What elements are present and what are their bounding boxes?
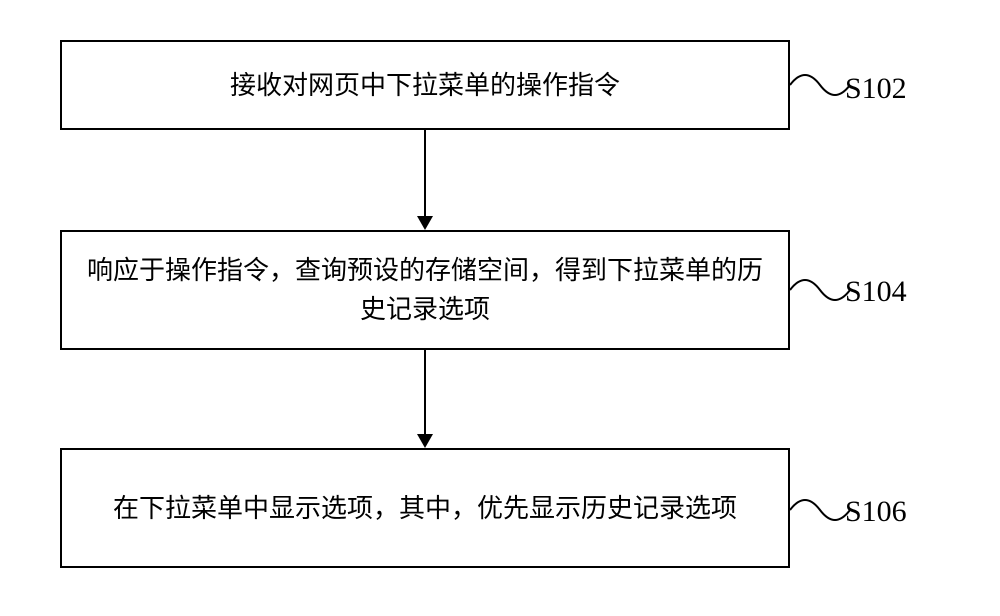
- step1-label: S102: [845, 72, 907, 106]
- flowchart-step-1: 接收对网页中下拉菜单的操作指令: [60, 40, 790, 130]
- wave-connector-2: [790, 270, 850, 310]
- wave-connector-1: [790, 65, 850, 105]
- step2-label: S104: [845, 275, 907, 309]
- step1-text: 接收对网页中下拉菜单的操作指令: [230, 66, 620, 105]
- arrow-1-line: [424, 130, 426, 216]
- arrow-2-head: [417, 434, 433, 448]
- step2-text: 响应于操作指令，查询预设的存储空间，得到下拉菜单的历史记录选项: [82, 251, 768, 329]
- wave-connector-3: [790, 490, 850, 530]
- step3-text: 在下拉菜单中显示选项，其中，优先显示历史记录选项: [113, 489, 737, 528]
- arrow-1-head: [417, 216, 433, 230]
- step3-label: S106: [845, 495, 907, 529]
- flowchart-container: 接收对网页中下拉菜单的操作指令 S102 响应于操作指令，查询预设的存储空间，得…: [40, 30, 960, 590]
- arrow-2-line: [424, 350, 426, 434]
- flowchart-step-3: 在下拉菜单中显示选项，其中，优先显示历史记录选项: [60, 448, 790, 568]
- flowchart-step-2: 响应于操作指令，查询预设的存储空间，得到下拉菜单的历史记录选项: [60, 230, 790, 350]
